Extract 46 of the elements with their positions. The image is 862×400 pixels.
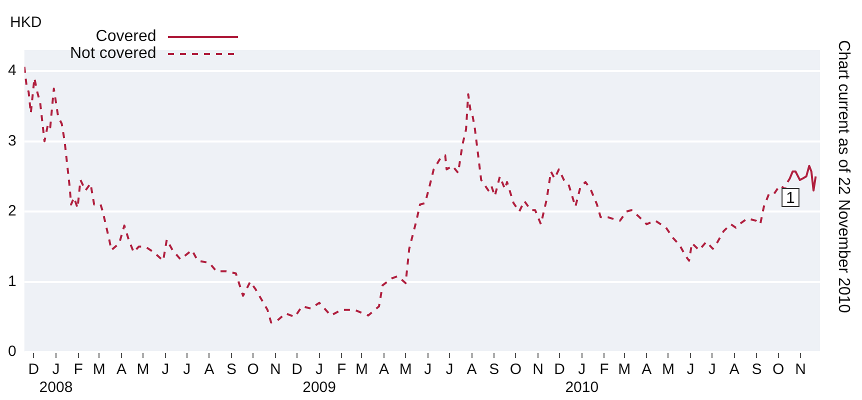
x-tick-label: J 2008 bbox=[39, 361, 73, 396]
x-tick-label: S bbox=[752, 361, 762, 378]
x-tick-label: J bbox=[424, 361, 432, 378]
y-axis-title: HKD bbox=[10, 14, 42, 31]
x-tick-label: M bbox=[92, 361, 106, 378]
x-tick-label: J bbox=[183, 361, 191, 378]
x-tick-label: D bbox=[292, 361, 303, 378]
x-tick-label: S bbox=[489, 361, 500, 378]
y-tick-label: 3 bbox=[8, 132, 16, 150]
x-tick-label: M bbox=[355, 361, 368, 378]
x-tick-label: D bbox=[28, 361, 40, 378]
x-tick-label: A bbox=[642, 361, 652, 378]
x-tick-label: A bbox=[116, 361, 126, 378]
x-tick-label: A bbox=[379, 361, 390, 378]
x-tick-label: M bbox=[662, 361, 674, 378]
y-tick-label: 0 bbox=[8, 343, 16, 360]
x-tick-label: F bbox=[74, 361, 83, 378]
x-tick-label: J 2009 bbox=[302, 361, 336, 396]
legend-label: Covered bbox=[96, 28, 156, 45]
x-tick-label: M bbox=[399, 361, 412, 378]
x-tick-label: J bbox=[162, 361, 170, 378]
x-tick-label: N bbox=[795, 361, 806, 378]
x-tick-label: O bbox=[772, 361, 784, 378]
x-tick-label: J bbox=[686, 361, 694, 378]
x-tick-label: A bbox=[729, 361, 740, 378]
x-tick-label: J bbox=[708, 361, 716, 378]
x-tick-label: J 2010 bbox=[565, 361, 599, 396]
x-tick-label: D bbox=[554, 361, 566, 378]
y-tick-label: 2 bbox=[8, 202, 16, 220]
y-tick-label: 4 bbox=[8, 62, 16, 80]
annotation: 1 bbox=[786, 190, 796, 207]
text: Chart current as of 22 November 2010 bbox=[834, 40, 852, 314]
x-tick-label: F bbox=[337, 361, 346, 378]
legend-label: Not covered bbox=[70, 45, 156, 62]
x-tick-label: N bbox=[532, 361, 544, 378]
x-tick-label: S bbox=[226, 361, 237, 378]
x-tick-label: M bbox=[618, 361, 631, 378]
x-tick-label: J bbox=[446, 361, 454, 378]
x-tick-label: O bbox=[247, 361, 259, 378]
x-tick-label: M bbox=[136, 361, 150, 378]
x-tick-label: A bbox=[466, 361, 477, 378]
x-tick-label: O bbox=[510, 361, 522, 378]
y-tick-label: 1 bbox=[8, 272, 16, 290]
x-tick-label: F bbox=[600, 361, 609, 378]
x-tick-label: A bbox=[204, 361, 214, 378]
x-tick-label: N bbox=[270, 361, 281, 378]
